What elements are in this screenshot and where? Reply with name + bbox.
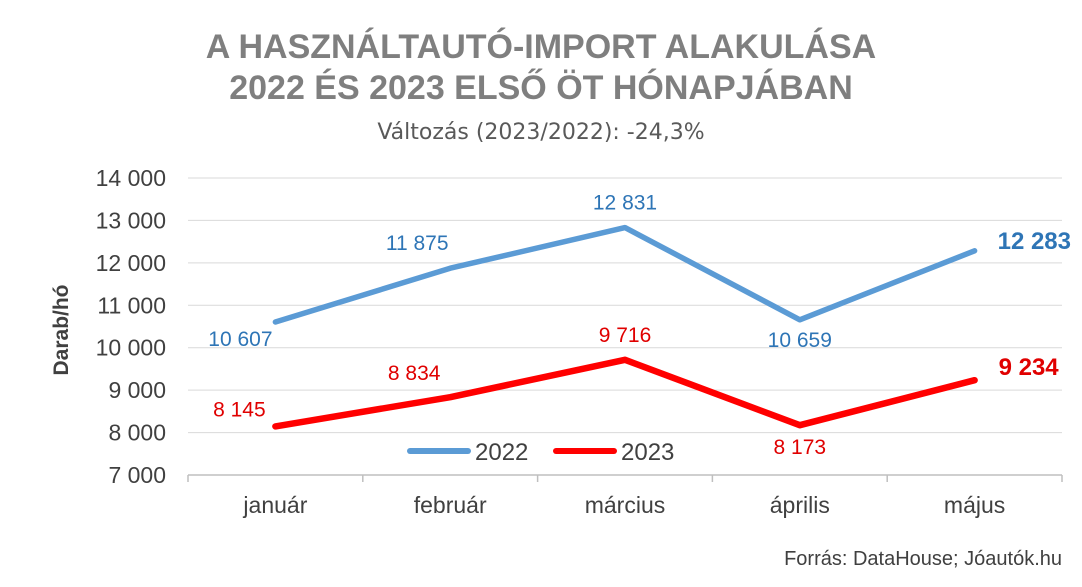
y-tick-label: 11 000 [97, 292, 166, 318]
y-axis-label: Darab/hó [50, 284, 73, 375]
chart-title-line-1: A HASZNÁLTAUTÓ-IMPORT ALAKULÁSA [206, 28, 876, 66]
data-labels: 10 607 11 875 12 831 10 659 12 283 8 145 8 834… [208, 192, 1071, 460]
data-label-2022: 12 283 [998, 228, 1071, 255]
series-lines [272, 224, 978, 430]
data-label-2023: 9 716 [599, 324, 652, 347]
y-tick-label: 10 000 [96, 335, 166, 361]
data-label-2023: 9 234 [999, 354, 1060, 381]
y-tick-label: 14 000 [96, 165, 166, 191]
x-tick-label: május [944, 492, 1005, 518]
x-tick-label: március [585, 492, 666, 518]
x-tick-label: április [770, 492, 830, 518]
x-tick-label: február [414, 492, 487, 518]
y-tick-label: 13 000 [96, 207, 166, 233]
series-line-2022 [272, 224, 978, 325]
data-label-2023: 8 834 [388, 362, 441, 385]
data-label-2022: 12 831 [593, 192, 657, 215]
data-label-2023: 8 145 [213, 398, 266, 421]
chart-subtitle: Változás (2023/2022): -24,3% [377, 120, 704, 145]
source-note: Forrás: DataHouse; Jóautók.hu [784, 548, 1062, 570]
series-line-2023 [272, 356, 978, 430]
chart-title-line-2: 2022 ÉS 2023 ELSŐ ÖT HÓNAPJÁBAN [229, 69, 853, 107]
data-label-2023: 8 173 [774, 436, 827, 459]
data-label-2022: 10 607 [208, 328, 272, 351]
data-label-2022: 10 659 [768, 329, 832, 352]
y-tick-label: 8 000 [108, 420, 166, 446]
legend-label-2022: 2022 [475, 439, 528, 466]
y-tick-label: 12 000 [96, 250, 166, 276]
y-tick-label: 7 000 [108, 462, 166, 488]
y-axis-ticks: 7 000 8 000 9 000 10 000 11 000 12 000 13 000 1… [96, 165, 166, 488]
legend-label-2023: 2023 [621, 439, 674, 466]
legend: 2022 2023 [407, 439, 674, 466]
y-tick-label: 9 000 [108, 377, 166, 403]
chart-title: A HASZNÁLTAUTÓ-IMPORT ALAKULÁSA 2022 ÉS … [206, 28, 876, 107]
x-axis: január február március április május [187, 475, 1063, 518]
data-label-2022: 11 875 [386, 232, 449, 255]
x-tick-label: január [242, 492, 307, 518]
